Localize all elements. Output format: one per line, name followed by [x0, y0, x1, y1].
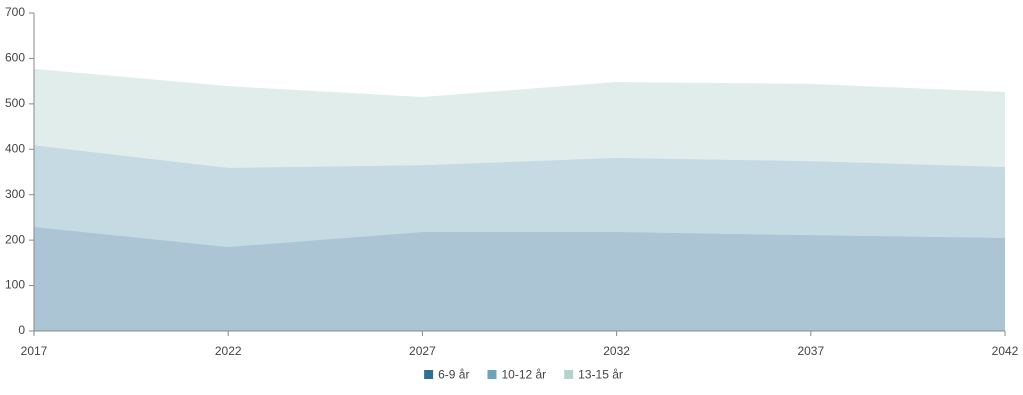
- legend-swatch: [564, 370, 574, 379]
- x-tick-label: 2022: [215, 344, 242, 358]
- y-tick-label: 500: [5, 96, 25, 110]
- y-tick-label: 100: [5, 278, 25, 292]
- x-tick-label: 2017: [21, 344, 48, 358]
- y-tick-label: 400: [5, 141, 25, 155]
- area: [34, 145, 1005, 247]
- legend-label: 13-15 år: [578, 368, 623, 382]
- area: [34, 226, 1005, 331]
- x-tick-label: 2027: [409, 344, 436, 358]
- y-tick-label: 200: [5, 232, 25, 246]
- x-tick-label: 2042: [992, 344, 1019, 358]
- legend-item: 10-12 år: [487, 368, 546, 382]
- y-tick-label: 0: [18, 323, 25, 337]
- legend: 6-9 år 10-12 år 13-15 år: [424, 368, 623, 382]
- y-tick-label: 600: [5, 51, 25, 65]
- x-tick-label: 2037: [797, 344, 824, 358]
- legend-swatch: [424, 370, 434, 379]
- y-tick-label: 700: [5, 5, 25, 19]
- legend-label: 10-12 år: [501, 368, 546, 382]
- legend-label: 6-9 år: [438, 368, 469, 382]
- legend-swatch: [487, 370, 497, 379]
- x-tick-label: 2032: [603, 344, 630, 358]
- y-tick-label: 300: [5, 187, 25, 201]
- legend-item: 13-15 år: [564, 368, 623, 382]
- legend-item: 6-9 år: [424, 368, 469, 382]
- area: [34, 68, 1005, 168]
